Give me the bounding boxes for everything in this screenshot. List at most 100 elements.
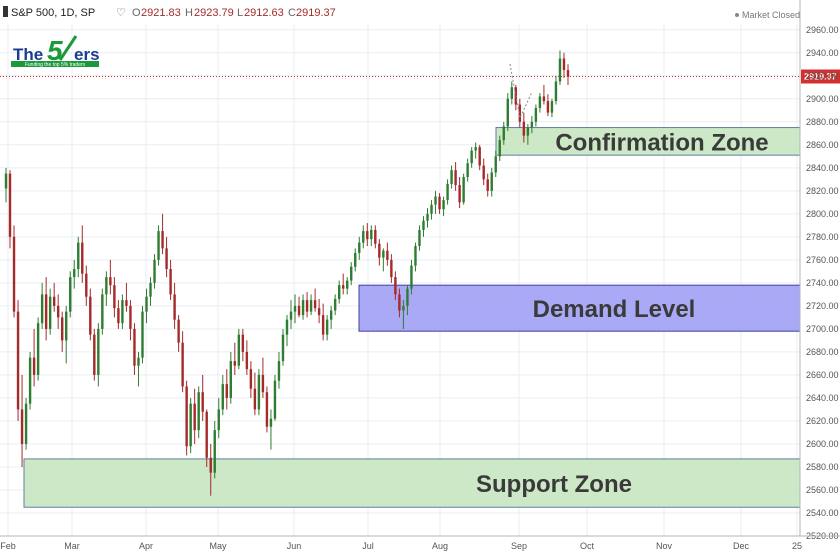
ohlc-close-label: C <box>288 7 296 19</box>
candle-body <box>398 294 401 311</box>
candle-body <box>281 334 285 362</box>
candle-body <box>494 156 497 173</box>
price-tick-label: 2740.00 <box>806 278 839 288</box>
candle-body <box>125 300 128 306</box>
zones <box>23 127 801 508</box>
candle-body <box>4 173 8 189</box>
candle-body <box>406 288 409 306</box>
candle-body <box>293 305 297 312</box>
candle-body <box>48 296 52 329</box>
candle-body <box>506 98 509 127</box>
price-axis: 2520.002540.002560.002580.002600.002620.… <box>799 0 839 541</box>
ohlc-open-label: O <box>132 7 141 19</box>
price-tick-label: 2620.00 <box>806 416 839 426</box>
candle-body <box>538 96 542 108</box>
candle-body <box>354 252 357 267</box>
candle-body <box>358 242 361 253</box>
candle-body <box>56 305 60 318</box>
candle-body <box>554 81 558 102</box>
price-tick-label: 2860.00 <box>806 140 839 150</box>
logo-tagline: Funding the top 5% traders <box>25 62 86 68</box>
candle-body <box>257 374 261 410</box>
time-tick-label: Aug <box>432 541 448 551</box>
candle-body <box>502 126 505 141</box>
candle-body <box>161 231 164 249</box>
candle-body <box>237 334 241 366</box>
candle-body <box>40 294 44 324</box>
candle-body <box>446 183 449 201</box>
candle-body <box>402 305 405 311</box>
candle-body <box>414 246 417 266</box>
market-status: Market Closed <box>742 10 800 20</box>
candle-body <box>478 147 481 166</box>
time-tick-label: Apr <box>139 541 153 551</box>
candle-body <box>157 231 160 260</box>
candle-body <box>370 229 373 240</box>
zone-label: Confirmation Zone <box>555 129 768 156</box>
candle-body <box>173 294 176 320</box>
candle-body <box>305 300 309 312</box>
zone-support-zone <box>23 458 801 508</box>
candle-body <box>474 147 477 151</box>
candle-body <box>85 273 88 297</box>
candle-body <box>225 384 228 398</box>
candle-body <box>197 392 200 431</box>
candle-body <box>362 231 365 243</box>
candle-body <box>350 266 353 281</box>
price-tick-label: 2700.00 <box>806 324 839 334</box>
candle-body <box>486 179 489 191</box>
time-tick-label: Jul <box>362 541 374 551</box>
price-tick-label: 2940.00 <box>806 48 839 58</box>
menu-icon[interactable] <box>3 6 8 17</box>
candle-body <box>518 104 522 122</box>
price-tick-label: 2640.00 <box>806 393 839 403</box>
price-tick-label: 2600.00 <box>806 439 839 449</box>
time-tick-label: May <box>209 541 227 551</box>
ohlc-high-value: 2923.79 <box>194 7 234 19</box>
candle-body <box>346 280 349 289</box>
candles <box>4 50 570 496</box>
chart-header: S&P 500, 1D, SP ♡ O 2921.83 H 2923.79 L … <box>3 6 800 20</box>
price-tick-label: 2680.00 <box>806 347 839 357</box>
time-tick-label: Jun <box>287 541 302 551</box>
candle-body <box>390 259 393 278</box>
symbol-label[interactable]: S&P 500, 1D, SP <box>11 7 95 19</box>
candle-body <box>498 140 501 157</box>
candle-body <box>450 170 453 184</box>
candle-body <box>105 277 108 295</box>
price-tick-label: 2880.00 <box>806 117 839 127</box>
candle-body <box>101 294 104 329</box>
candle-body <box>149 282 152 297</box>
candle-body <box>289 311 293 320</box>
overlay: Confirmation Zone Demand Level Support Zon… <box>0 63 840 498</box>
candle-body <box>285 319 289 335</box>
ohlc-low-value: 2912.63 <box>244 7 284 19</box>
candle-body <box>454 170 457 186</box>
candle-body <box>366 231 369 240</box>
candle-body <box>309 300 313 312</box>
candle-body <box>89 296 92 335</box>
candle-body <box>333 298 337 311</box>
price-tick-label: 2960.00 <box>806 25 839 35</box>
zone-label: Support Zone <box>476 471 632 498</box>
time-tick-label: Nov <box>656 541 673 551</box>
candle-body <box>490 172 493 191</box>
candle-body <box>213 430 216 473</box>
candle-body <box>265 392 269 427</box>
candle-body <box>145 296 148 312</box>
logo-tagline-bar <box>11 61 99 67</box>
candle-body <box>321 315 325 335</box>
candle-body <box>261 374 265 393</box>
price-tick-label: 2800.00 <box>806 209 839 219</box>
heart-icon[interactable]: ♡ <box>116 7 126 19</box>
time-tick-label: Dec <box>733 541 750 551</box>
brand-logo: The 5 ers Funding the top 5% traders <box>11 35 100 68</box>
candle-body <box>458 185 461 203</box>
candle-body <box>44 294 48 329</box>
candle-body <box>177 319 180 343</box>
ohlc-low-label: L <box>237 7 243 19</box>
candle-body <box>201 392 204 412</box>
candle-body <box>69 277 72 312</box>
candle-body <box>24 403 28 444</box>
